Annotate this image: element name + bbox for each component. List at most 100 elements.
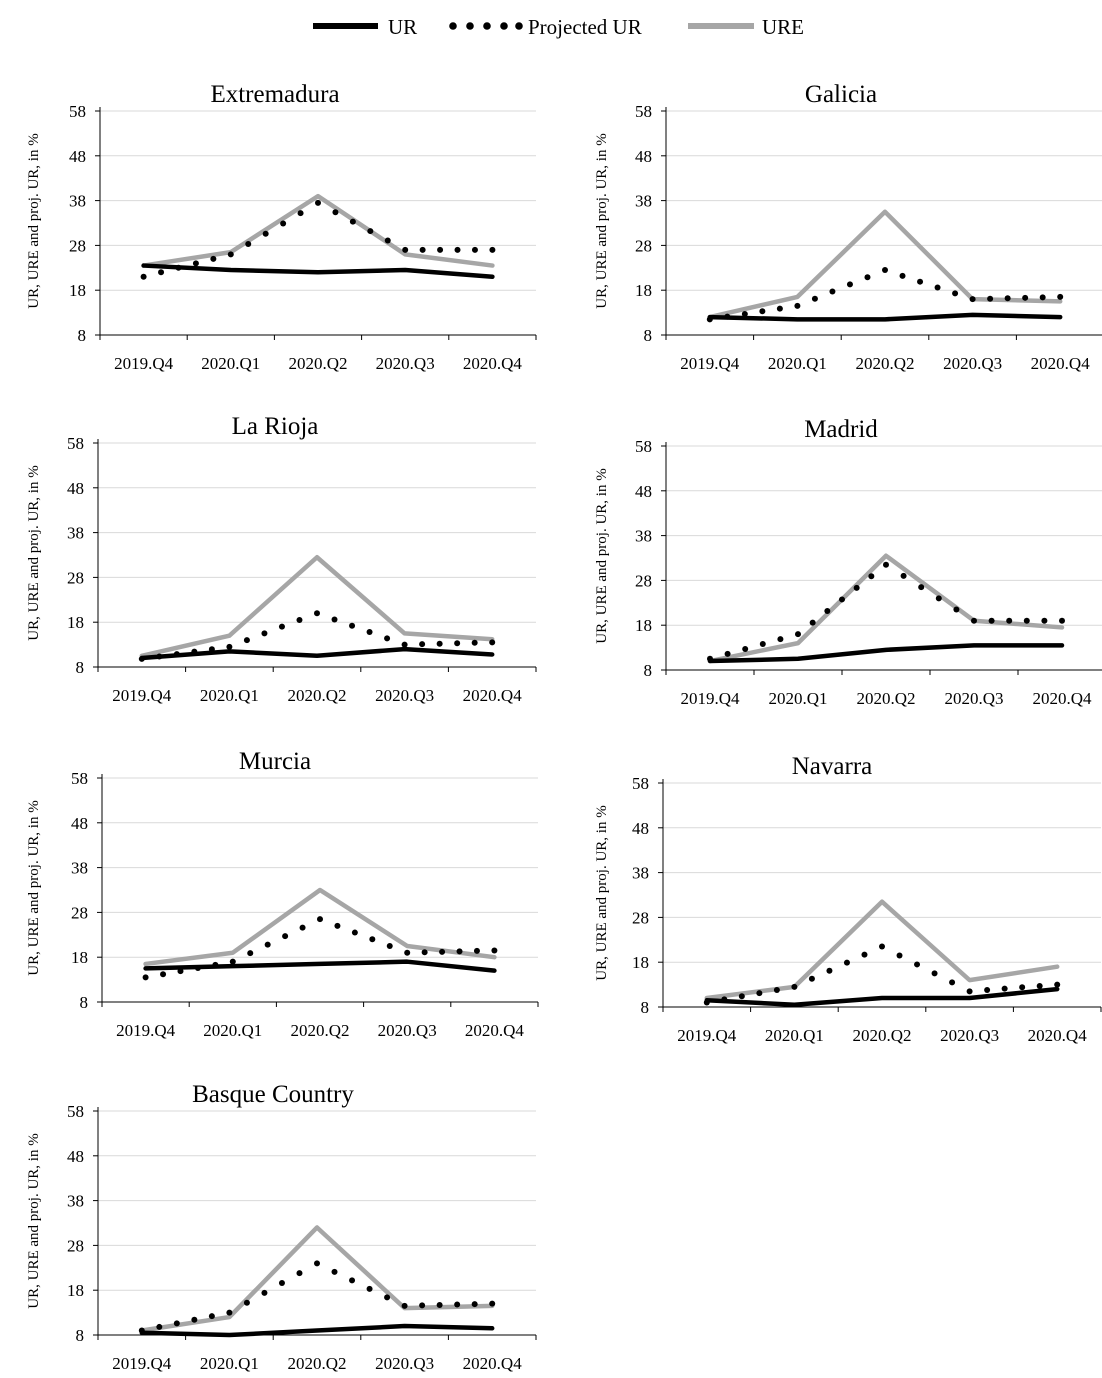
x-tick-label: 2020.Q2 — [852, 1026, 911, 1045]
projected-ur-dot — [298, 210, 304, 216]
x-tick-label: 2019.Q4 — [680, 689, 740, 708]
projected-ur-dot — [795, 631, 801, 637]
projected-ur-dot — [1006, 618, 1012, 624]
projected-ur-dot — [882, 267, 888, 273]
projected-ur-dot — [1037, 983, 1043, 989]
projected-ur-dot — [247, 950, 253, 956]
legend-swatch-projected-ur — [449, 22, 523, 30]
panel-title: Navarra — [792, 753, 873, 780]
projected-ur-dot — [143, 974, 149, 980]
projected-ur-dot — [367, 629, 373, 635]
y-tick-label: 48 — [635, 147, 652, 166]
projected-ur-dot — [1022, 295, 1028, 301]
x-tick-label: 2020.Q1 — [203, 1021, 262, 1040]
legend-item-projected-ur: Projected UR — [449, 15, 642, 39]
x-tick-label: 2019.Q4 — [677, 1026, 737, 1045]
projected-ur-dot — [1054, 982, 1060, 988]
projected-ur-dot — [987, 296, 993, 302]
projected-ur-dot — [402, 1303, 408, 1309]
legend-label-ure: URE — [762, 15, 804, 39]
series-ure-line — [707, 902, 1057, 998]
y-tick-label: 18 — [67, 613, 84, 632]
projected-ur-dot — [387, 943, 393, 949]
x-tick-label: 2020.Q3 — [944, 689, 1003, 708]
y-tick-label: 48 — [635, 482, 652, 501]
series-ur-line — [710, 645, 1062, 661]
projected-ur-dot — [742, 646, 748, 652]
projected-ur-dot — [847, 281, 853, 287]
projected-ur-dot — [174, 1320, 180, 1326]
projected-ur-dot — [854, 585, 860, 591]
y-tick-label: 58 — [635, 102, 652, 121]
projected-ur-dot — [263, 231, 269, 237]
y-tick-label: 58 — [632, 774, 649, 793]
projected-ur-dot — [777, 636, 783, 642]
projected-ur-dot — [332, 1269, 338, 1275]
x-tick-label: 2020.Q2 — [290, 1021, 349, 1040]
projected-ur-dot — [404, 950, 410, 956]
projected-ur-dot — [454, 640, 460, 646]
legend-item-ure: URE — [688, 15, 804, 39]
projected-ur-dot — [760, 641, 766, 647]
projected-ur-dot — [989, 618, 995, 624]
y-tick-label: 58 — [67, 1102, 84, 1121]
series-projected-ur — [143, 916, 498, 980]
x-tick-label: 2019.Q4 — [680, 354, 740, 373]
projected-ur-dot — [226, 1310, 232, 1316]
projected-ur-dot — [949, 979, 955, 985]
series-ur-line — [144, 266, 493, 277]
projected-ur-dot — [160, 971, 166, 977]
projected-ur-dot — [491, 947, 497, 953]
projected-ur-dot — [228, 251, 234, 257]
x-tick-label: 2019.Q4 — [112, 686, 172, 705]
projected-ur-dot — [422, 949, 428, 955]
projected-ur-dot — [777, 306, 783, 312]
series-ur-line — [146, 962, 495, 971]
y-tick-label: 18 — [632, 953, 649, 972]
y-tick-label: 58 — [635, 437, 652, 456]
x-tick-label: 2020.Q1 — [200, 1354, 259, 1373]
x-tick-label: 2020.Q1 — [201, 354, 260, 373]
projected-ur-dot — [900, 273, 906, 279]
series-ure-line — [144, 196, 493, 265]
projected-ur-dot — [759, 308, 765, 314]
projected-ur-dot — [420, 247, 426, 253]
projected-ur-dot — [158, 269, 164, 275]
y-tick-label: 8 — [641, 998, 650, 1017]
projected-ur-dot — [367, 1286, 373, 1292]
x-tick-label: 2020.Q1 — [200, 686, 259, 705]
projected-ur-dot — [437, 1302, 443, 1308]
projected-ur-dot — [350, 219, 356, 225]
projected-ur-dot — [879, 944, 885, 950]
x-tick-label: 2020.Q2 — [855, 354, 914, 373]
projected-ur-dot — [261, 630, 267, 636]
projected-ur-dot — [332, 617, 338, 623]
x-tick-label: 2020.Q4 — [463, 1354, 523, 1373]
projected-ur-dot — [1057, 294, 1063, 300]
projected-ur-dot — [829, 289, 835, 295]
projected-ur-dot — [861, 952, 867, 958]
projected-ur-dot — [824, 608, 830, 614]
projected-ur-dot — [967, 988, 973, 994]
projected-ur-dot — [864, 274, 870, 280]
projected-ur-dot — [809, 976, 815, 982]
projected-ur-dot — [279, 624, 285, 630]
projected-ur-dot — [245, 241, 251, 247]
x-tick-label: 2020.Q3 — [943, 354, 1002, 373]
projected-ur-dot — [349, 623, 355, 629]
y-tick-label: 48 — [69, 147, 86, 166]
projected-ur-dot — [901, 573, 907, 579]
x-tick-label: 2020.Q1 — [768, 689, 827, 708]
y-axis-label: UR, URE and proj. UR, in % — [594, 133, 610, 308]
x-tick-label: 2020.Q2 — [288, 354, 347, 373]
projected-ur-dot — [970, 296, 976, 302]
projected-ur-dot — [300, 925, 306, 931]
y-tick-label: 58 — [67, 434, 84, 453]
y-tick-label: 18 — [67, 1281, 84, 1300]
projected-ur-dot — [935, 285, 941, 291]
x-tick-label: 2020.Q4 — [463, 354, 523, 373]
